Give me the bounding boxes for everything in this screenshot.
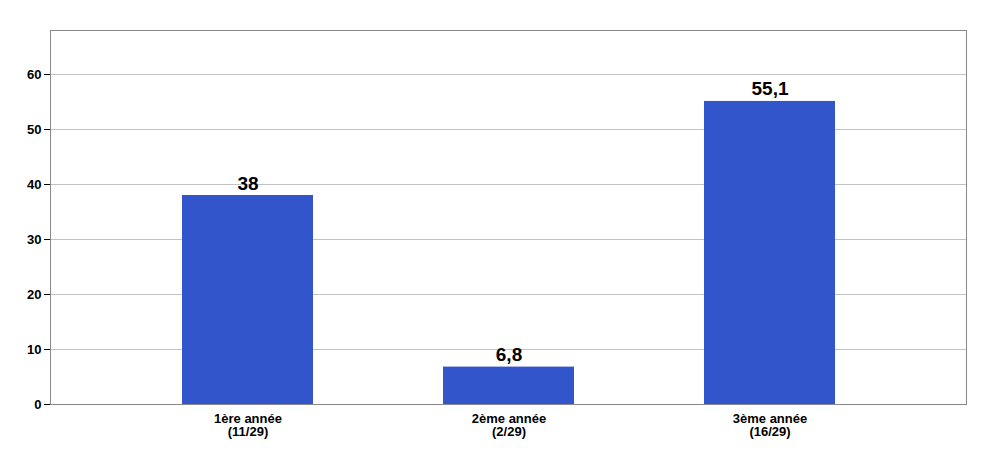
svg-text:60: 60 bbox=[27, 67, 41, 82]
svg-text:1ère année(11/29): 1ère année(11/29) bbox=[214, 411, 282, 439]
svg-text:6,8: 6,8 bbox=[496, 344, 522, 365]
svg-text:3ème année(16/29): 3ème année(16/29) bbox=[733, 411, 807, 439]
svg-text:38: 38 bbox=[237, 173, 258, 194]
svg-text:40: 40 bbox=[27, 177, 41, 192]
svg-text:30: 30 bbox=[27, 232, 41, 247]
svg-text:0: 0 bbox=[34, 397, 41, 412]
svg-text:55,1: 55,1 bbox=[752, 78, 789, 99]
svg-text:20: 20 bbox=[27, 287, 41, 302]
svg-text:50: 50 bbox=[27, 122, 41, 137]
svg-text:10: 10 bbox=[27, 342, 41, 357]
svg-text:2ème année(2/29): 2ème année(2/29) bbox=[472, 411, 546, 439]
